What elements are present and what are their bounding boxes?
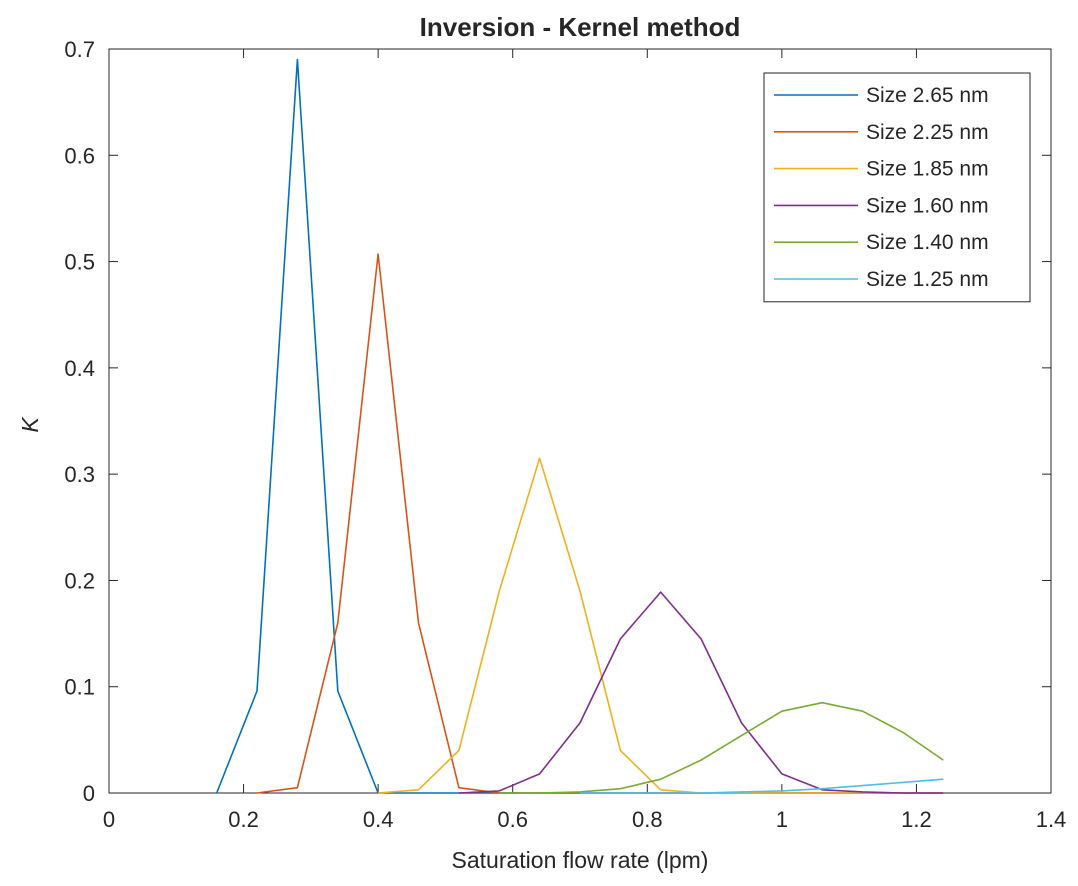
y-tick-label: 0.6	[64, 143, 95, 168]
legend-label-3: Size 1.85 nm	[866, 158, 989, 181]
y-tick-label: 0.7	[64, 37, 95, 62]
legend-box	[763, 72, 1031, 303]
y-tick-label: 0.1	[64, 675, 95, 700]
y-axis-label: K	[17, 416, 43, 433]
series-line-6	[580, 778, 944, 794]
x-tick-label: 0.2	[228, 807, 259, 832]
x-tick-label: 0.8	[632, 807, 663, 832]
x-tick-label: 1	[776, 807, 788, 832]
x-tick-label: 0.4	[363, 807, 394, 832]
x-tick-label: 0.6	[497, 807, 528, 832]
x-tick-label: 1.4	[1036, 807, 1067, 832]
series-line-5	[499, 701, 944, 794]
series-line-3	[378, 457, 944, 794]
y-tick-label: 0.2	[64, 568, 95, 593]
chart-title: Inversion - Kernel method	[420, 12, 741, 42]
y-tick-label: 0	[83, 781, 95, 806]
legend: Size 2.65 nm Size 2.25 nm Size 1.85 nm Size…	[763, 72, 1031, 303]
x-tick-label: 0	[103, 807, 115, 832]
y-tick-label: 0.4	[64, 356, 95, 381]
y-tick-label: 0.5	[64, 250, 95, 275]
x-tick-label: 1.2	[901, 807, 932, 832]
x-axis-label: Saturation flow rate (lpm)	[452, 847, 709, 873]
legend-label-2: Size 2.25 nm	[866, 121, 989, 144]
legend-label-5: Size 1.40 nm	[866, 231, 989, 254]
series-line-4	[458, 591, 944, 794]
legend-label-6: Size 1.25 nm	[866, 268, 989, 291]
legend-label-4: Size 1.60 nm	[866, 194, 989, 217]
legend-label-1: Size 2.65 nm	[866, 84, 989, 107]
y-tick-label: 0.3	[64, 462, 95, 487]
